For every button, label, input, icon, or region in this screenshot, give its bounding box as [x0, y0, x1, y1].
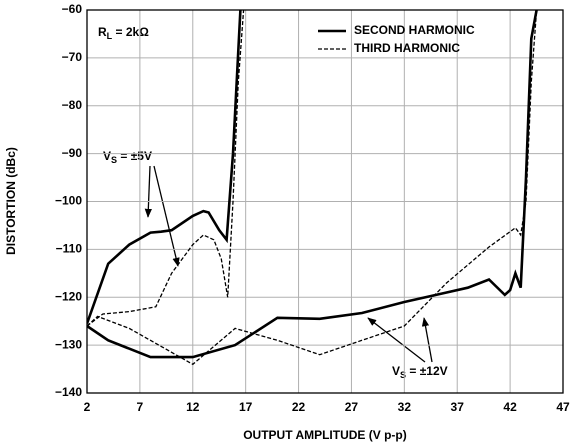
y-tick-label: −130: [55, 337, 82, 351]
x-tick-label: 12: [186, 400, 200, 414]
y-tick-label: −110: [56, 242, 83, 256]
legend-label: SECOND HARMONIC: [354, 23, 475, 37]
line: [87, 10, 538, 359]
y-tick-label: −90: [62, 146, 83, 160]
plot-frame: [86, 9, 564, 394]
line: [87, 10, 242, 325]
arrows: [144, 165, 433, 363]
x-tick-label: 37: [451, 400, 465, 414]
x-tick-label: 47: [556, 400, 570, 414]
legend-label: THIRD HARMONIC: [354, 41, 460, 55]
x-axis-label: OUTPUT AMPLITUDE (V p-p): [243, 428, 407, 442]
y-tick-label: −60: [62, 2, 83, 16]
y-axis-label: DISTORTION (dBc): [4, 147, 18, 255]
line: [87, 10, 538, 366]
x-tick-label: 22: [292, 400, 306, 414]
y-tick-label: −140: [55, 385, 82, 399]
y-tick-label: −100: [55, 194, 82, 208]
annotation: VS = ±5V: [103, 149, 152, 165]
x-tick-label: 42: [503, 400, 517, 414]
y-tick-label: −80: [62, 98, 83, 112]
annotation: RL = 2kΩ: [98, 25, 149, 41]
x-tick-label: 2: [84, 400, 91, 414]
line: [87, 10, 245, 327]
x-tick-label: 17: [239, 400, 253, 414]
y-tick-label: −70: [62, 50, 83, 64]
x-tick-label: 32: [398, 400, 412, 414]
annotation: VS = ±12V: [392, 364, 448, 380]
x-tick-label: 27: [345, 400, 359, 414]
y-tick-label: −120: [55, 289, 82, 303]
x-tick-label: 7: [137, 400, 144, 414]
